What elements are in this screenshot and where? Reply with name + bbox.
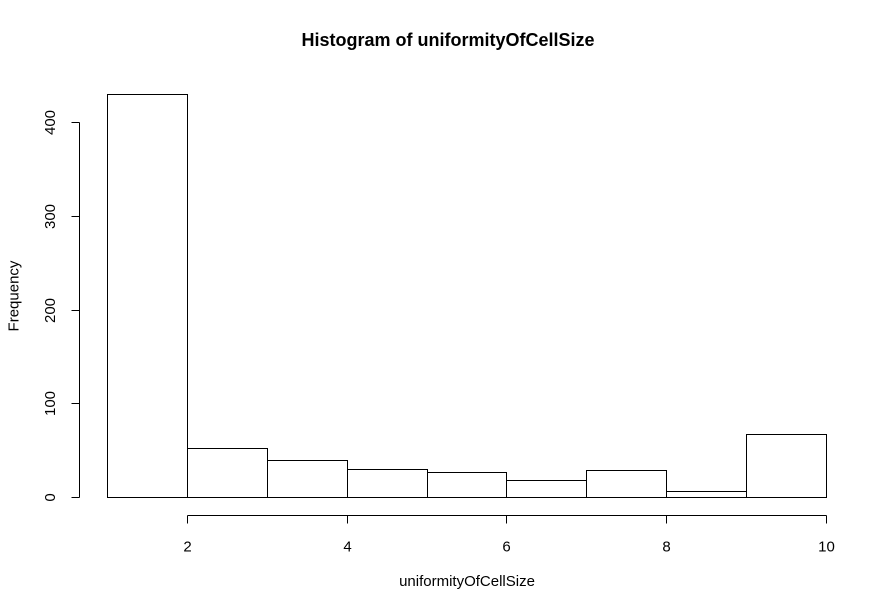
histogram-bar-6 bbox=[506, 480, 587, 498]
x-tick-label: 6 bbox=[502, 539, 510, 556]
x-tick-label: 2 bbox=[183, 539, 191, 556]
y-axis: 0 100 200 300 400 bbox=[42, 110, 80, 502]
y-tick-label: 300 bbox=[42, 204, 59, 229]
histogram-bar-1 bbox=[107, 94, 188, 498]
histogram-bar-4 bbox=[347, 469, 428, 498]
y-tick-label: 100 bbox=[42, 391, 59, 416]
histogram-bar-8 bbox=[666, 491, 747, 498]
x-axis: 2 4 6 8 10 bbox=[183, 515, 835, 556]
x-tick-label: 8 bbox=[662, 539, 670, 556]
histogram-bar-9 bbox=[746, 434, 827, 498]
x-axis-label: uniformityOfCellSize bbox=[399, 573, 535, 590]
y-tick-label: 200 bbox=[42, 298, 59, 323]
histogram-bar-2 bbox=[187, 448, 268, 498]
x-tick-label: 10 bbox=[818, 539, 835, 556]
histogram-bar-3 bbox=[267, 460, 348, 498]
chart-title: Histogram of uniformityOfCellSize bbox=[301, 30, 595, 50]
histogram-bar-5 bbox=[427, 472, 507, 498]
histogram-bars bbox=[107, 94, 827, 498]
histogram-bar-7 bbox=[586, 470, 667, 498]
y-tick-label: 400 bbox=[42, 110, 59, 135]
x-tick-label: 4 bbox=[343, 539, 351, 556]
y-tick-label: 0 bbox=[42, 493, 59, 501]
